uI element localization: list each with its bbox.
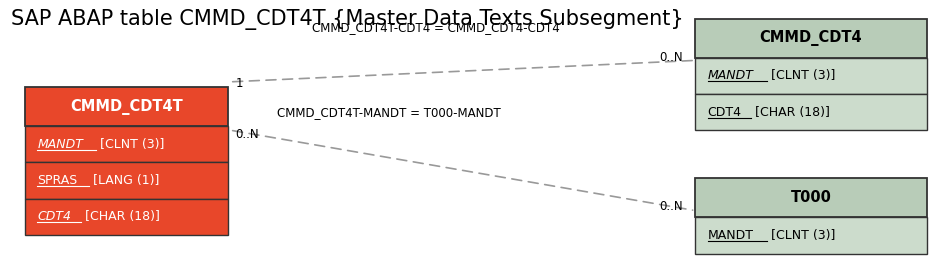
Text: 1: 1	[236, 77, 243, 90]
Text: 0..N: 0..N	[659, 200, 683, 213]
FancyBboxPatch shape	[695, 58, 927, 94]
Text: MANDT: MANDT	[707, 69, 754, 82]
Text: [CLNT (3)]: [CLNT (3)]	[97, 138, 165, 151]
FancyBboxPatch shape	[695, 178, 927, 217]
FancyBboxPatch shape	[695, 94, 927, 130]
FancyBboxPatch shape	[695, 217, 927, 253]
Text: 0..N: 0..N	[236, 128, 259, 141]
Text: [CLNT (3)]: [CLNT (3)]	[767, 229, 835, 242]
Text: CDT4: CDT4	[707, 105, 742, 118]
Text: [CLNT (3)]: [CLNT (3)]	[767, 69, 835, 82]
FancyBboxPatch shape	[25, 199, 228, 235]
Text: [CHAR (18)]: [CHAR (18)]	[81, 210, 160, 223]
Text: MANDT: MANDT	[37, 138, 83, 151]
Text: CDT4: CDT4	[37, 210, 71, 223]
Text: MANDT: MANDT	[707, 229, 754, 242]
FancyBboxPatch shape	[25, 126, 228, 162]
FancyBboxPatch shape	[25, 162, 228, 199]
FancyBboxPatch shape	[695, 19, 927, 58]
Text: CMMD_CDT4: CMMD_CDT4	[759, 30, 863, 46]
Text: SPRAS: SPRAS	[37, 174, 78, 187]
Text: CMMD_CDT4T: CMMD_CDT4T	[70, 99, 183, 115]
FancyBboxPatch shape	[25, 87, 228, 126]
Text: [CHAR (18)]: [CHAR (18)]	[751, 105, 831, 118]
Text: 0..N: 0..N	[659, 51, 683, 64]
Text: [LANG (1)]: [LANG (1)]	[89, 174, 159, 187]
Text: CMMD_CDT4T-MANDT = T000-MANDT: CMMD_CDT4T-MANDT = T000-MANDT	[277, 107, 500, 120]
Text: T000: T000	[791, 190, 831, 205]
Text: CMMD_CDT4T-CDT4 = CMMD_CDT4-CDT4: CMMD_CDT4T-CDT4 = CMMD_CDT4-CDT4	[312, 21, 560, 34]
Text: SAP ABAP table CMMD_CDT4T {Master Data Texts Subsegment}: SAP ABAP table CMMD_CDT4T {Master Data T…	[10, 9, 684, 30]
